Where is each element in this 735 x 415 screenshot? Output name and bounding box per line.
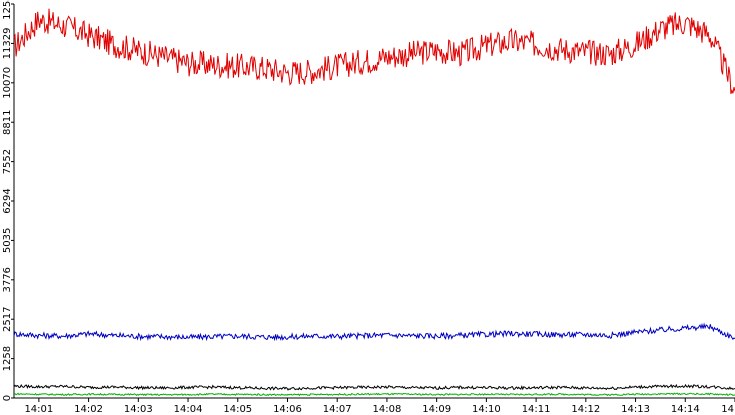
x-tick-label: 14:05 — [223, 404, 252, 415]
x-tick-label: 14:01 — [24, 404, 53, 415]
axes — [11, 3, 735, 402]
x-tick-label: 14:12 — [571, 404, 600, 415]
y-tick-label: 1258 — [2, 346, 13, 371]
x-tick-label: 14:10 — [472, 404, 501, 415]
y-tick-label: 2517 — [2, 306, 13, 331]
x-tick-label: 14:07 — [323, 404, 352, 415]
x-tick-label: 14:11 — [522, 404, 551, 415]
x-tick-label: 14:13 — [621, 404, 650, 415]
x-tick-label: 14:08 — [373, 404, 402, 415]
series-layer — [13, 8, 735, 397]
x-tick-label: 14:04 — [174, 404, 203, 415]
x-tick-label: 14:14 — [671, 404, 700, 415]
y-tick-label: 10070 — [2, 67, 13, 99]
x-tick-label: 14:02 — [74, 404, 103, 415]
series-line-3 — [13, 392, 735, 397]
y-tick-label: 5035 — [2, 228, 13, 253]
x-tick-label: 14:06 — [273, 404, 302, 415]
series-line-1 — [13, 322, 735, 342]
x-tick-label: 14:09 — [422, 404, 451, 415]
y-tick-label: 3776 — [2, 267, 13, 292]
y-tick-label: 7552 — [2, 149, 13, 174]
y-tick-label: 11329 — [2, 28, 13, 60]
x-tick-label: 14:03 — [124, 404, 153, 415]
series-line-2 — [13, 383, 735, 391]
x-tick-label: 14 — [721, 404, 734, 415]
y-tick-label: 8811 — [2, 109, 13, 134]
series-line-0 — [13, 8, 735, 95]
y-tick-label: 0 — [2, 395, 13, 401]
y-tick-label: 12588 — [2, 0, 13, 20]
y-tick-label: 6294 — [2, 188, 13, 213]
